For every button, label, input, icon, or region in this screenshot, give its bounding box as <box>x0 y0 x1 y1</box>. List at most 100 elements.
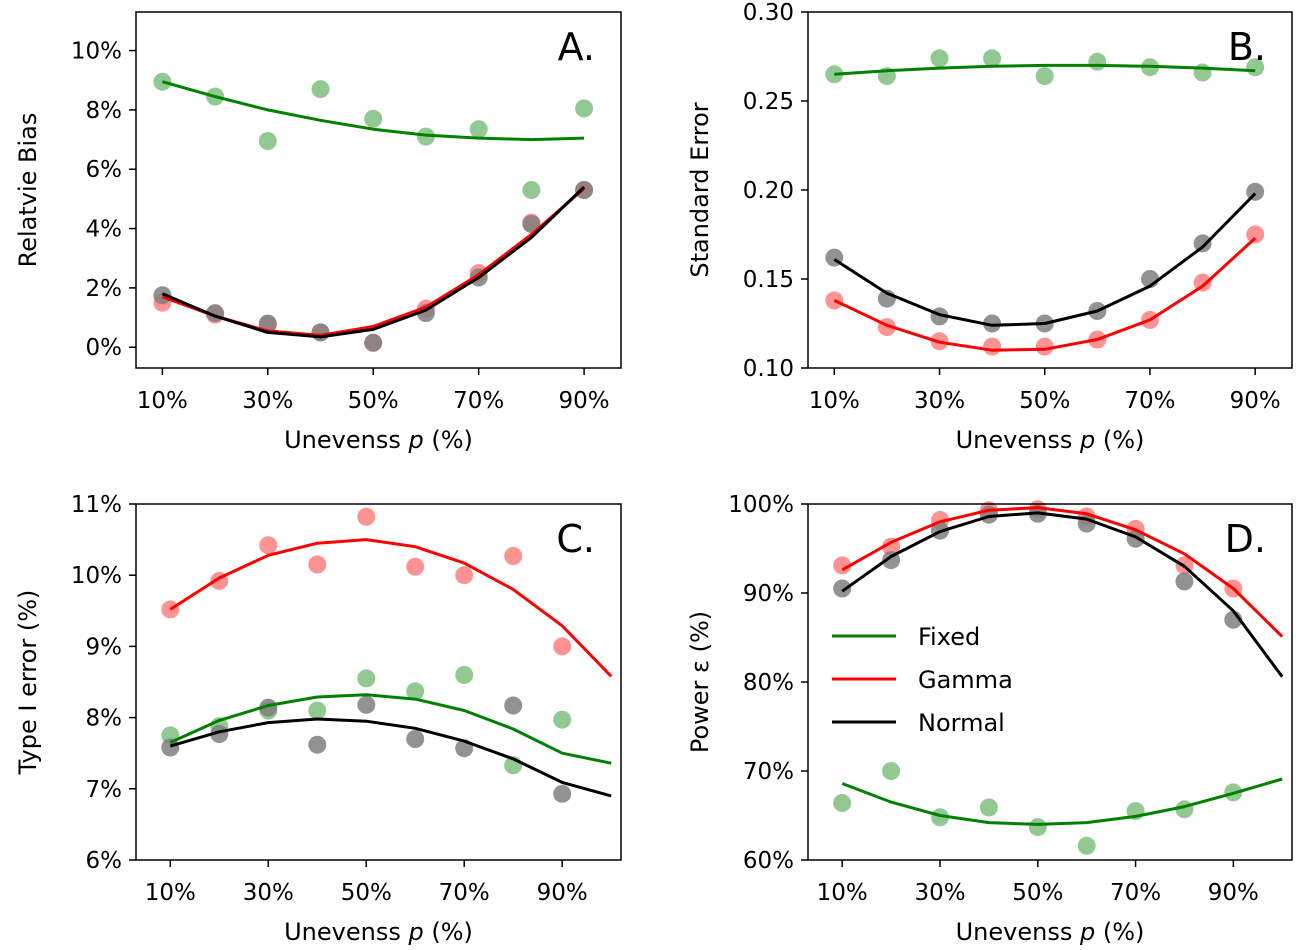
normal-point <box>258 314 277 333</box>
y-tick-label: 0% <box>86 335 123 361</box>
gamma-point <box>259 536 278 555</box>
panel-letter: A. <box>558 25 595 69</box>
y-tick-label: 80% <box>743 670 794 696</box>
y-tick-label: 60% <box>743 848 794 874</box>
fixed-point <box>1077 836 1096 855</box>
normal-point <box>1175 572 1194 591</box>
y-tick-label: 4% <box>86 217 123 243</box>
panel-d: 10% 30% 50% 70% 90% 60% 70% 80% 90% 100% Unevenss … <box>686 492 1293 946</box>
x-tick-label: 90% <box>1208 880 1259 906</box>
x-axis-label: Unevenss p (%) <box>956 426 1145 454</box>
fixed-point <box>522 181 541 199</box>
y-tick-label: 11% <box>71 492 122 518</box>
panel-letter: D. <box>1225 517 1266 561</box>
normal-fit-line <box>161 185 586 339</box>
normal-point <box>1193 234 1212 253</box>
fixed-point <box>1028 818 1047 837</box>
fixed-point <box>308 701 327 720</box>
fixed-point <box>930 49 949 68</box>
x-axis-label: Unevenss p (%) <box>956 918 1145 946</box>
normal-point <box>357 695 376 714</box>
fixed-point <box>575 99 594 118</box>
normal-fit-line <box>841 511 1284 678</box>
x-tick-label: 10% <box>817 880 868 906</box>
gamma-point <box>455 566 474 585</box>
x-tick-label: 30% <box>914 880 965 906</box>
normal-legend-label: Normal <box>918 709 1005 737</box>
gamma-point <box>504 547 523 565</box>
normal-point <box>983 314 1002 333</box>
normal-point <box>504 696 523 715</box>
y-tick-label: 8% <box>86 98 123 124</box>
y-axis-label: Power ε (%) <box>686 611 714 753</box>
gamma-fit-line <box>161 187 586 337</box>
gamma-point <box>406 557 425 576</box>
normal-point <box>311 323 330 342</box>
normal-point <box>553 784 572 803</box>
normal-point <box>161 738 180 757</box>
fixed-point <box>455 665 474 684</box>
axes-frame <box>135 503 622 861</box>
normal-point <box>308 735 327 754</box>
y-tick-label: 9% <box>86 634 123 660</box>
gamma-point <box>882 537 901 556</box>
x-axis-label: Unevenss p (%) <box>284 918 473 946</box>
gamma-point <box>1193 273 1212 292</box>
y-tick-label: 6% <box>86 848 123 874</box>
axes-frame <box>135 11 622 369</box>
y-tick-label: 0.25 <box>743 89 794 115</box>
gamma-fit-line <box>833 236 1257 352</box>
x-tick-label: 50% <box>348 388 399 414</box>
axes-frame <box>807 503 1293 861</box>
gamma-point <box>357 507 376 526</box>
y-axis-label: Relatvie Bias <box>14 113 42 268</box>
gamma-point <box>983 337 1002 356</box>
gamma-fit-line <box>841 506 1284 638</box>
panel-letter: C. <box>556 517 595 561</box>
y-tick-label: 0.15 <box>743 267 794 293</box>
fixed-point <box>553 710 572 729</box>
y-axis-label: Standard Error <box>686 102 714 277</box>
fixed-point <box>833 794 852 812</box>
fixed-point <box>364 109 383 128</box>
y-tick-label: 100% <box>728 492 794 518</box>
normal-fit-line <box>169 717 612 798</box>
fixed-point <box>1035 67 1054 86</box>
panel-c: 10% 30% 50% 70% 90% 6% 7% 8% 9% 10% 11% Unevenss p … <box>14 492 622 946</box>
fixed-legend-label: Fixed <box>918 623 980 651</box>
fixed-fit-line <box>169 693 612 765</box>
fixed-point <box>1088 52 1107 71</box>
x-tick-label: 30% <box>914 388 965 414</box>
panel-b: 10% 30% 50% 70% 90% 0.10 0.15 0.20 0.25 0.30 Uneve… <box>686 0 1293 454</box>
normal-fit-line <box>833 192 1257 327</box>
x-tick-label: 50% <box>1019 388 1070 414</box>
fixed-point <box>469 120 488 139</box>
gamma-point <box>833 556 852 575</box>
fixed-fit-line <box>161 80 585 142</box>
gamma-point <box>1035 337 1054 356</box>
y-tick-label: 2% <box>86 276 123 302</box>
x-tick-label: 50% <box>1012 880 1063 906</box>
x-tick-label: 90% <box>559 388 610 414</box>
fixed-point <box>979 798 998 817</box>
fixed-point <box>357 669 376 688</box>
fixed-fit-line <box>834 63 1256 76</box>
normal-point <box>259 698 278 717</box>
gamma-point <box>1246 225 1265 244</box>
y-tick-label: 70% <box>743 759 794 785</box>
normal-point <box>364 333 383 352</box>
y-tick-label: 10% <box>71 39 122 65</box>
fixed-point <box>258 132 277 150</box>
x-tick-label: 70% <box>1124 388 1175 414</box>
gamma-point <box>308 555 327 574</box>
x-tick-label: 30% <box>242 388 293 414</box>
gamma-fit-line <box>169 538 613 678</box>
gamma-legend-label: Gamma <box>918 666 1013 694</box>
panel-a: 10% 30% 50% 70% 90% 0% 2% 4% 6% 8% 10% Unevenss p (… <box>14 11 622 454</box>
x-axis-label: Unevenss p (%) <box>284 426 473 454</box>
normal-point <box>833 579 852 598</box>
panel-letter: B. <box>1228 25 1266 69</box>
fixed-point <box>1193 63 1212 82</box>
y-tick-label: 7% <box>86 777 123 803</box>
